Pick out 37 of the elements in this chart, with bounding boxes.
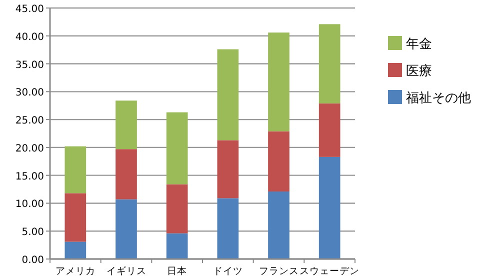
bar bbox=[268, 32, 290, 132]
legend-label: 年金 bbox=[406, 37, 432, 52]
bar bbox=[318, 156, 340, 259]
x-tick-label: ドイツ bbox=[212, 266, 243, 277]
bar bbox=[116, 199, 137, 259]
y-tick-label: 30.00 bbox=[15, 88, 44, 99]
y-tick-label: 35.00 bbox=[15, 60, 44, 71]
bar bbox=[166, 233, 188, 259]
bar bbox=[166, 184, 188, 234]
x-tick-label: スウェーデン bbox=[300, 266, 360, 277]
y-tick-label: 40.00 bbox=[15, 32, 44, 43]
bar bbox=[268, 192, 290, 259]
bar bbox=[64, 193, 86, 242]
legend-label: 医療 bbox=[406, 64, 432, 79]
bar bbox=[116, 100, 137, 150]
bar bbox=[318, 103, 340, 157]
bar bbox=[166, 112, 188, 184]
bar bbox=[116, 149, 137, 200]
bar bbox=[64, 146, 86, 194]
legend-label: 福祉その他 bbox=[406, 91, 471, 106]
y-tick-label: 0.00 bbox=[22, 255, 44, 266]
y-tick-label: 25.00 bbox=[15, 116, 44, 127]
bar bbox=[217, 140, 239, 198]
bar bbox=[268, 131, 290, 192]
y-tick-label: 5.00 bbox=[22, 227, 44, 238]
x-tick-label: 日本 bbox=[167, 265, 188, 277]
bar bbox=[318, 24, 340, 104]
x-tick-label: アメリカ bbox=[55, 266, 96, 277]
y-tick-label: 20.00 bbox=[15, 143, 44, 154]
x-tick-label: フランス bbox=[258, 266, 299, 277]
y-tick-label: 10.00 bbox=[15, 199, 44, 210]
bar bbox=[217, 198, 239, 259]
y-tick-label: 15.00 bbox=[15, 171, 44, 182]
bar bbox=[64, 242, 86, 259]
bar bbox=[217, 49, 239, 140]
y-tick-label: 45.00 bbox=[15, 4, 44, 15]
x-tick-label: イギリス bbox=[106, 265, 146, 277]
